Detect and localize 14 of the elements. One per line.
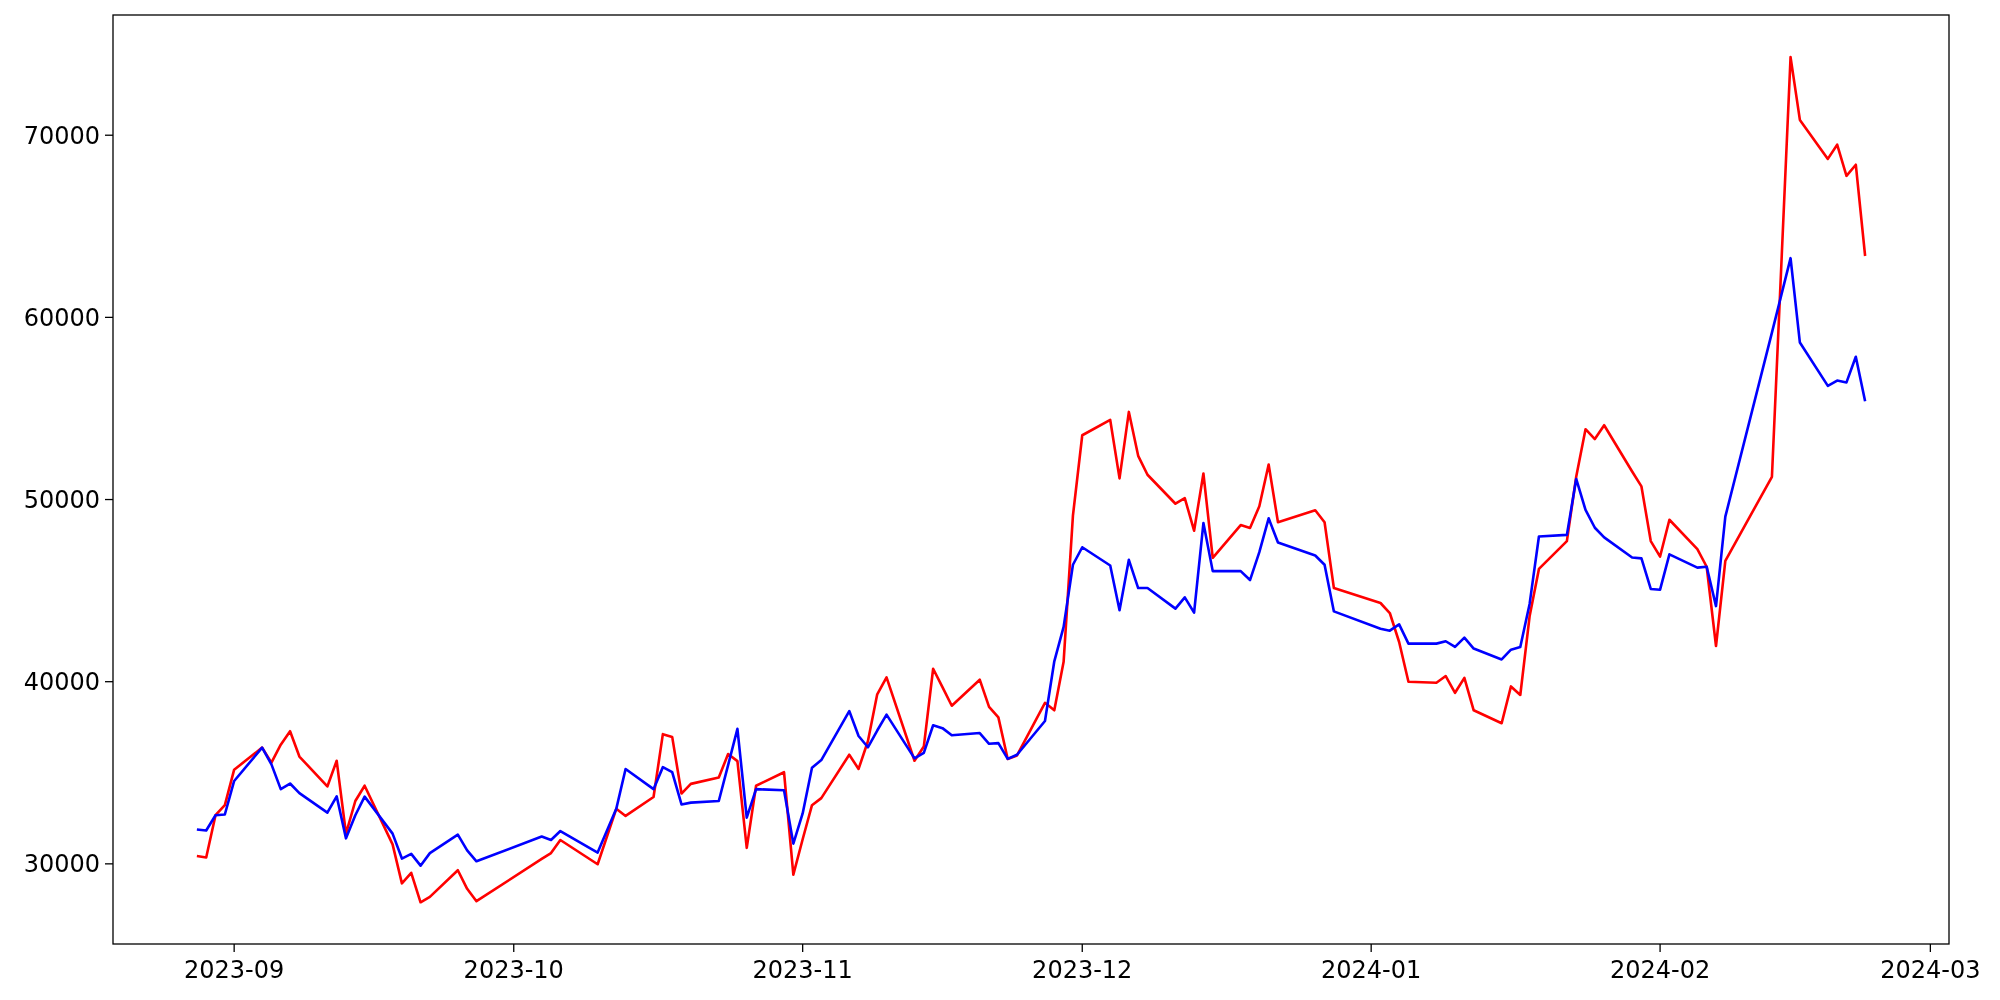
x-tick-label: 2023-12 — [1032, 956, 1133, 984]
line-series — [195, 256, 1867, 867]
x-tick-label: 2023-09 — [184, 956, 285, 984]
y-tick-label: 70000 — [23, 121, 100, 150]
x-tick-label: 2024-03 — [1880, 956, 1981, 984]
y-tick-label: 40000 — [23, 668, 100, 697]
line-series — [195, 55, 1867, 904]
y-tick-label: 60000 — [23, 303, 100, 332]
x-tick-label: 2024-01 — [1321, 956, 1422, 984]
y-tick-label: 50000 — [23, 485, 100, 514]
x-tick-label: 2023-11 — [752, 956, 853, 984]
x-tick-label: 2023-10 — [463, 956, 564, 984]
y-tick-label: 30000 — [23, 850, 100, 879]
x-tick-label: 2024-02 — [1609, 956, 1711, 984]
